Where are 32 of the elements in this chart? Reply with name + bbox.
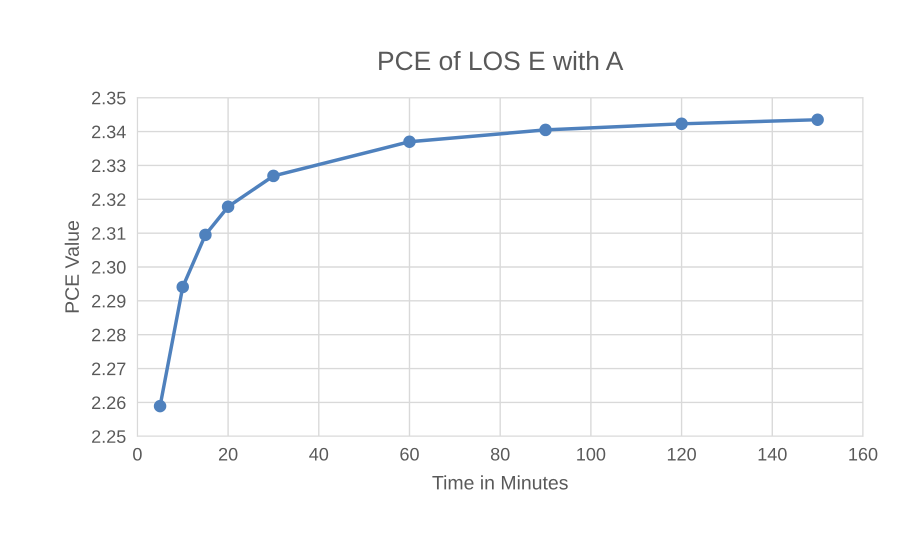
point	[811, 113, 824, 126]
y-tick-label: 2.30	[92, 260, 126, 274]
point	[267, 170, 280, 182]
x-tick-label: 120	[668, 448, 696, 461]
x-tick-label: 0	[133, 448, 142, 461]
x-tick-label: 40	[309, 448, 328, 461]
point	[539, 124, 552, 136]
x-axis-title: Time in Minutes	[432, 475, 568, 490]
point	[222, 200, 234, 213]
x-tick-label: 20	[218, 448, 238, 461]
point	[403, 135, 416, 148]
point	[154, 400, 166, 412]
x-tick-label: 60	[400, 448, 419, 461]
y-tick-label: 2.34	[92, 126, 126, 138]
x-tick-label: 80	[490, 448, 510, 461]
y-tick-label: 2.28	[92, 328, 126, 342]
y-tick-label: 2.29	[92, 294, 126, 308]
chart-title: PCE of LOS E with A	[379, 50, 624, 70]
point	[675, 118, 688, 130]
y-axis-title: PCE Value	[64, 221, 79, 312]
y-tick-label: 2.27	[92, 362, 126, 376]
x-tick-label: 100	[577, 448, 606, 461]
point	[199, 228, 212, 242]
y-tick-label: 2.35	[92, 92, 126, 104]
x-tick-label: 160	[849, 448, 878, 461]
y-tick-label: 2.31	[92, 227, 126, 240]
point	[176, 280, 189, 294]
x-tick-label: 140	[758, 448, 787, 461]
y-tick-label: 2.33	[92, 159, 126, 172]
y-tick-label: 2.26	[92, 396, 126, 410]
y-tick-label: 2.25	[92, 430, 126, 443]
y-tick-label: 2.32	[92, 193, 126, 206]
